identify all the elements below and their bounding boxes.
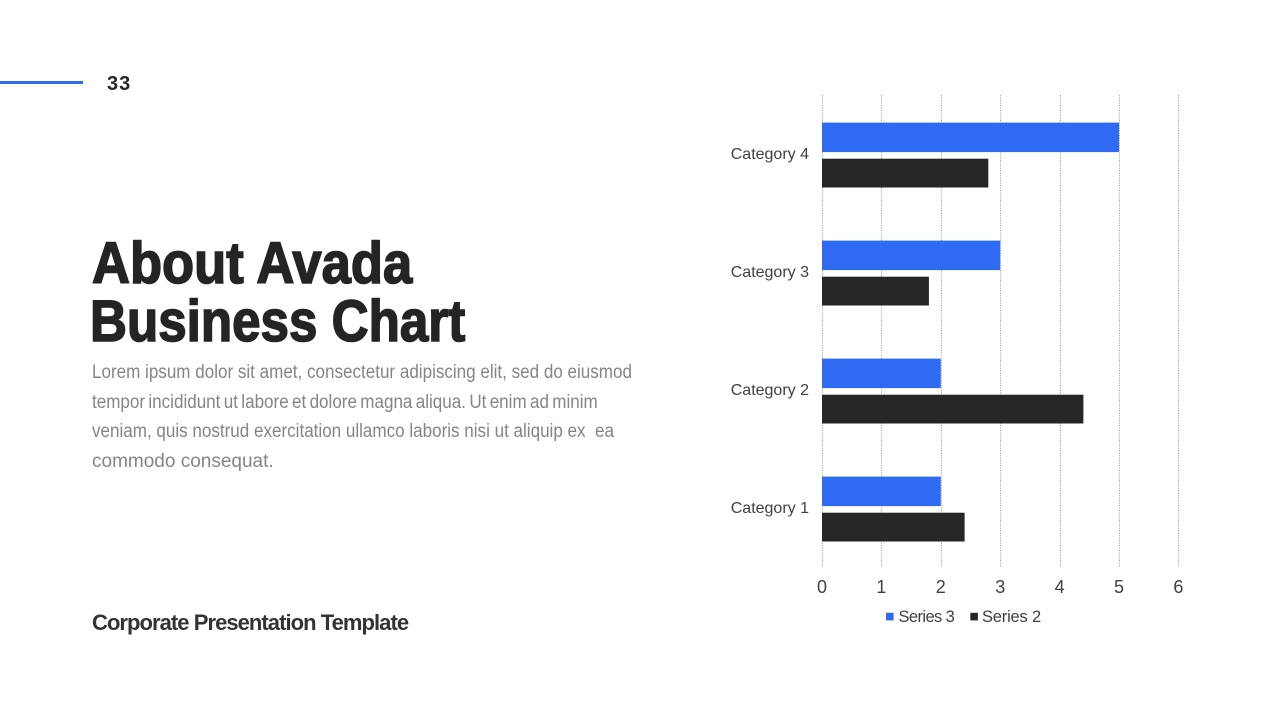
svg-text:Category 1: Category 1: [731, 500, 809, 517]
svg-text:2: 2: [936, 577, 946, 597]
svg-text:Category 3: Category 3: [731, 264, 809, 281]
svg-text:4: 4: [1055, 577, 1065, 597]
svg-text:Series 2: Series 2: [982, 608, 1041, 626]
svg-text:Category 4: Category 4: [731, 146, 809, 163]
svg-text:Category 2: Category 2: [731, 382, 809, 399]
svg-text:Series 3: Series 3: [899, 608, 955, 626]
svg-text:3: 3: [995, 577, 1005, 597]
svg-text:1: 1: [876, 577, 886, 597]
svg-text:5: 5: [1114, 577, 1124, 597]
svg-text:0: 0: [817, 577, 827, 597]
svg-text:6: 6: [1173, 577, 1183, 597]
